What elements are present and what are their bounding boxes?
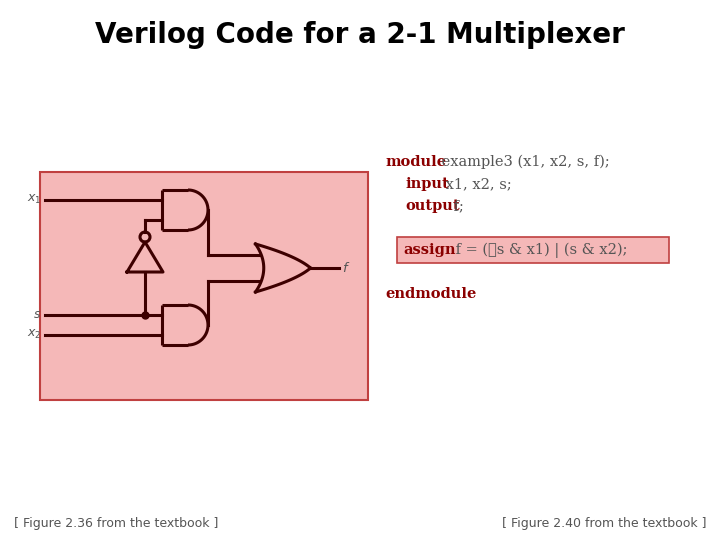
Text: output: output bbox=[405, 199, 459, 213]
Text: endmodule: endmodule bbox=[385, 287, 477, 301]
Text: f = (∾s & x1) | (s & x2);: f = (∾s & x1) | (s & x2); bbox=[451, 243, 628, 259]
Text: $f$: $f$ bbox=[343, 261, 351, 275]
Text: $x_2$: $x_2$ bbox=[27, 327, 41, 341]
Text: f;: f; bbox=[449, 199, 464, 213]
Text: input: input bbox=[405, 177, 449, 191]
Text: [ Figure 2.36 from the textbook ]: [ Figure 2.36 from the textbook ] bbox=[14, 517, 218, 530]
FancyBboxPatch shape bbox=[40, 172, 368, 400]
Text: module: module bbox=[385, 155, 446, 169]
Text: Verilog Code for a 2-1 Multiplexer: Verilog Code for a 2-1 Multiplexer bbox=[95, 21, 625, 49]
Text: $x_1$: $x_1$ bbox=[27, 192, 41, 206]
FancyBboxPatch shape bbox=[397, 237, 669, 263]
Text: example3 (x1, x2, s, f);: example3 (x1, x2, s, f); bbox=[437, 155, 610, 170]
Text: $s$: $s$ bbox=[32, 307, 41, 321]
Text: assign: assign bbox=[403, 243, 456, 257]
Text: x1, x2, s;: x1, x2, s; bbox=[441, 177, 512, 191]
Text: [ Figure 2.40 from the textbook ]: [ Figure 2.40 from the textbook ] bbox=[502, 517, 706, 530]
